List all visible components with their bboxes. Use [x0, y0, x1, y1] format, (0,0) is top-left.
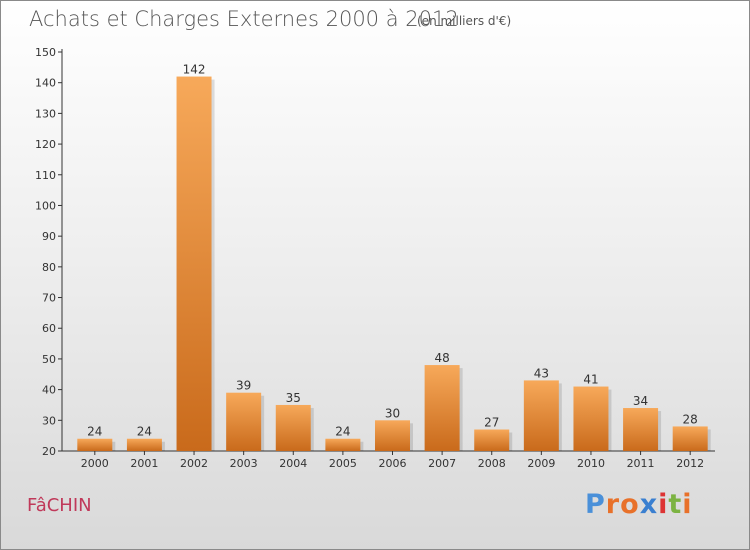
- x-tick-label-2000: 2000: [81, 457, 109, 470]
- bar-2005: [325, 438, 361, 451]
- x-tick-label-2011: 2011: [627, 457, 655, 470]
- logo-letter: o: [620, 489, 640, 520]
- bar-2009: [523, 380, 559, 451]
- data-label-2008: 27: [484, 416, 499, 430]
- x-tick-label-2010: 2010: [577, 457, 605, 470]
- y-tick-label: 70: [42, 292, 56, 305]
- x-tick-label-2003: 2003: [230, 457, 258, 470]
- y-tick-label: 40: [42, 384, 56, 397]
- data-label-2002: 142: [183, 63, 206, 77]
- x-tick-label-2004: 2004: [279, 457, 307, 470]
- data-label-2006: 30: [385, 406, 400, 420]
- logo-letter: i: [682, 489, 693, 520]
- x-tick-label-2008: 2008: [478, 457, 506, 470]
- y-tick-label: 110: [35, 169, 56, 182]
- bar-2010: [573, 386, 609, 451]
- x-tick-label-2006: 2006: [379, 457, 407, 470]
- logo-letter: i: [658, 489, 669, 520]
- proxiti-logo: Proxiti: [585, 489, 693, 520]
- logo-letter: x: [639, 489, 659, 520]
- y-tick-label: 80: [42, 261, 56, 274]
- y-tick-label: 120: [35, 138, 56, 151]
- data-label-2010: 41: [583, 373, 598, 387]
- logo-letter: P: [585, 489, 606, 520]
- x-tick-label-2005: 2005: [329, 457, 357, 470]
- chart-subtitle: (en milliers d'€): [417, 14, 512, 28]
- y-tick-label: 100: [35, 199, 56, 212]
- bar-2006: [375, 420, 410, 451]
- bar-2003: [226, 392, 262, 451]
- x-tick-label-2007: 2007: [428, 457, 456, 470]
- data-label-2011: 34: [633, 394, 648, 408]
- x-tick-label-2012: 2012: [676, 457, 704, 470]
- bar-2000: [77, 438, 113, 451]
- data-label-2000: 24: [87, 425, 102, 439]
- data-label-2009: 43: [534, 366, 549, 380]
- bar-2008: [474, 429, 510, 451]
- y-tick-label: 140: [35, 77, 56, 90]
- y-tick-label: 130: [35, 107, 56, 120]
- bar-2001: [126, 438, 162, 451]
- logo-letter: t: [668, 489, 683, 520]
- y-tick-label: 90: [42, 230, 56, 243]
- x-tick-label-2001: 2001: [130, 457, 158, 470]
- x-tick-label-2002: 2002: [180, 457, 208, 470]
- data-label-2005: 24: [335, 425, 350, 439]
- y-tick-label: 20: [42, 445, 56, 458]
- x-tick-label-2009: 2009: [527, 457, 555, 470]
- bar-2012: [672, 426, 708, 451]
- data-label-2001: 24: [137, 425, 152, 439]
- bar-2007: [424, 365, 460, 451]
- logo-letter: r: [605, 489, 621, 520]
- bar-2004: [275, 404, 311, 451]
- commune-name: FâCHIN: [27, 495, 92, 516]
- y-tick-label: 150: [35, 46, 56, 59]
- data-label-2003: 39: [236, 379, 251, 393]
- y-tick-label: 50: [42, 353, 56, 366]
- bar-2002: [176, 76, 212, 452]
- bar-2011: [623, 408, 659, 451]
- data-label-2004: 35: [286, 391, 301, 405]
- data-label-2007: 48: [434, 351, 449, 365]
- y-tick-label: 60: [42, 322, 56, 335]
- data-label-2012: 28: [683, 412, 698, 426]
- chart-title: Achats et Charges Externes 2000 à 2012: [29, 7, 459, 31]
- y-tick-label: 30: [42, 414, 56, 427]
